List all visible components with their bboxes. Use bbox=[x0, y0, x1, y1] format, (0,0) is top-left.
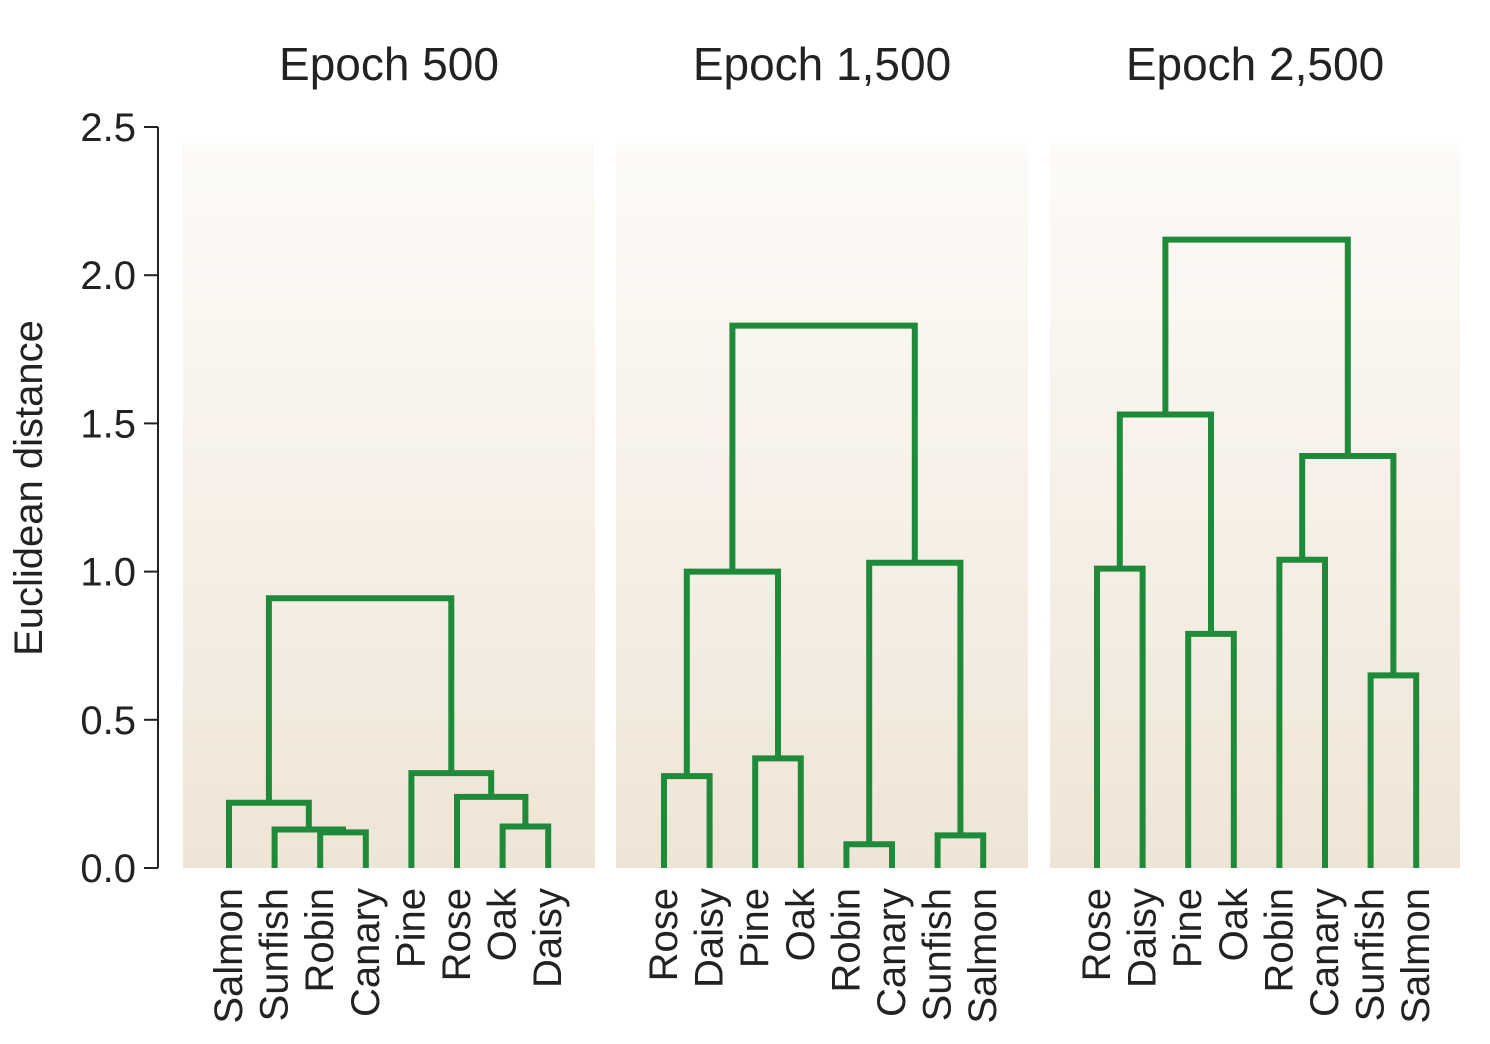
leaf-label: Robin bbox=[1257, 888, 1301, 993]
leaf-label: Canary bbox=[344, 888, 388, 1017]
dendrogram-tree bbox=[1094, 236, 1420, 868]
leaf-label: Pine bbox=[733, 888, 777, 968]
dendrogram-branch bbox=[265, 595, 455, 803]
panel-background bbox=[1050, 143, 1460, 868]
dendrogram-trees bbox=[226, 236, 1420, 868]
leaf-label: Sunfish bbox=[916, 888, 960, 1021]
leaf-label: Salmon bbox=[961, 888, 1005, 1024]
dendrogram-branch bbox=[729, 322, 918, 572]
leaf-label: Pine bbox=[1166, 888, 1210, 968]
dendrogram-tree bbox=[226, 595, 552, 868]
leaf-label: Oak bbox=[1212, 887, 1256, 961]
leaf-label: Rose bbox=[435, 888, 479, 981]
panel-backgrounds bbox=[183, 143, 1460, 868]
leaf-label: Salmon bbox=[1394, 888, 1438, 1024]
leaf-label: Sunfish bbox=[1349, 888, 1393, 1021]
leaf-label: Daisy bbox=[688, 888, 732, 988]
panel-title: Epoch 2,500 bbox=[1126, 38, 1384, 90]
leaf-label: Pine bbox=[389, 888, 433, 968]
leaf-label: Oak bbox=[481, 887, 525, 961]
dendrogram-tree bbox=[661, 322, 987, 868]
leaf-labels: Salmon Sunfish Robin Canary Pine Rose Oak Daisy… bbox=[207, 887, 1438, 1024]
y-tick-label: 1.0 bbox=[80, 551, 136, 595]
y-tick-label: 0.5 bbox=[80, 699, 136, 743]
dendrogram-branch bbox=[1162, 236, 1351, 457]
y-tick-label: 2.0 bbox=[80, 254, 136, 298]
leaf-label: Salmon bbox=[207, 888, 251, 1024]
panel-title: Epoch 1,500 bbox=[693, 38, 951, 90]
panel-title: Epoch 500 bbox=[279, 38, 499, 90]
leaf-label: Robin bbox=[824, 888, 868, 993]
leaf-label: Robin bbox=[298, 888, 342, 993]
leaf-label: Canary bbox=[870, 888, 914, 1017]
panel-background bbox=[616, 143, 1028, 868]
y-tick-label: 1.5 bbox=[80, 402, 136, 446]
y-tick-label: 2.5 bbox=[80, 106, 136, 150]
panel-background bbox=[183, 143, 595, 868]
panel-titles: Epoch 500 Epoch 1,500 Epoch 2,500 bbox=[279, 38, 1384, 90]
y-axis-title: Euclidean distance bbox=[7, 320, 51, 656]
leaf-label: Canary bbox=[1303, 888, 1347, 1017]
leaf-label: Daisy bbox=[1121, 888, 1165, 988]
y-tick-label: 0.0 bbox=[80, 847, 136, 891]
leaf-label: Rose bbox=[642, 888, 686, 981]
leaf-label: Sunfish bbox=[253, 888, 297, 1021]
leaf-label: Rose bbox=[1075, 888, 1119, 981]
leaf-label: Oak bbox=[779, 887, 823, 961]
leaf-label: Daisy bbox=[526, 888, 570, 988]
y-axis: Euclidean distance 0.0 0.5 1.0 1.5 2.0 2.5 bbox=[7, 106, 159, 891]
